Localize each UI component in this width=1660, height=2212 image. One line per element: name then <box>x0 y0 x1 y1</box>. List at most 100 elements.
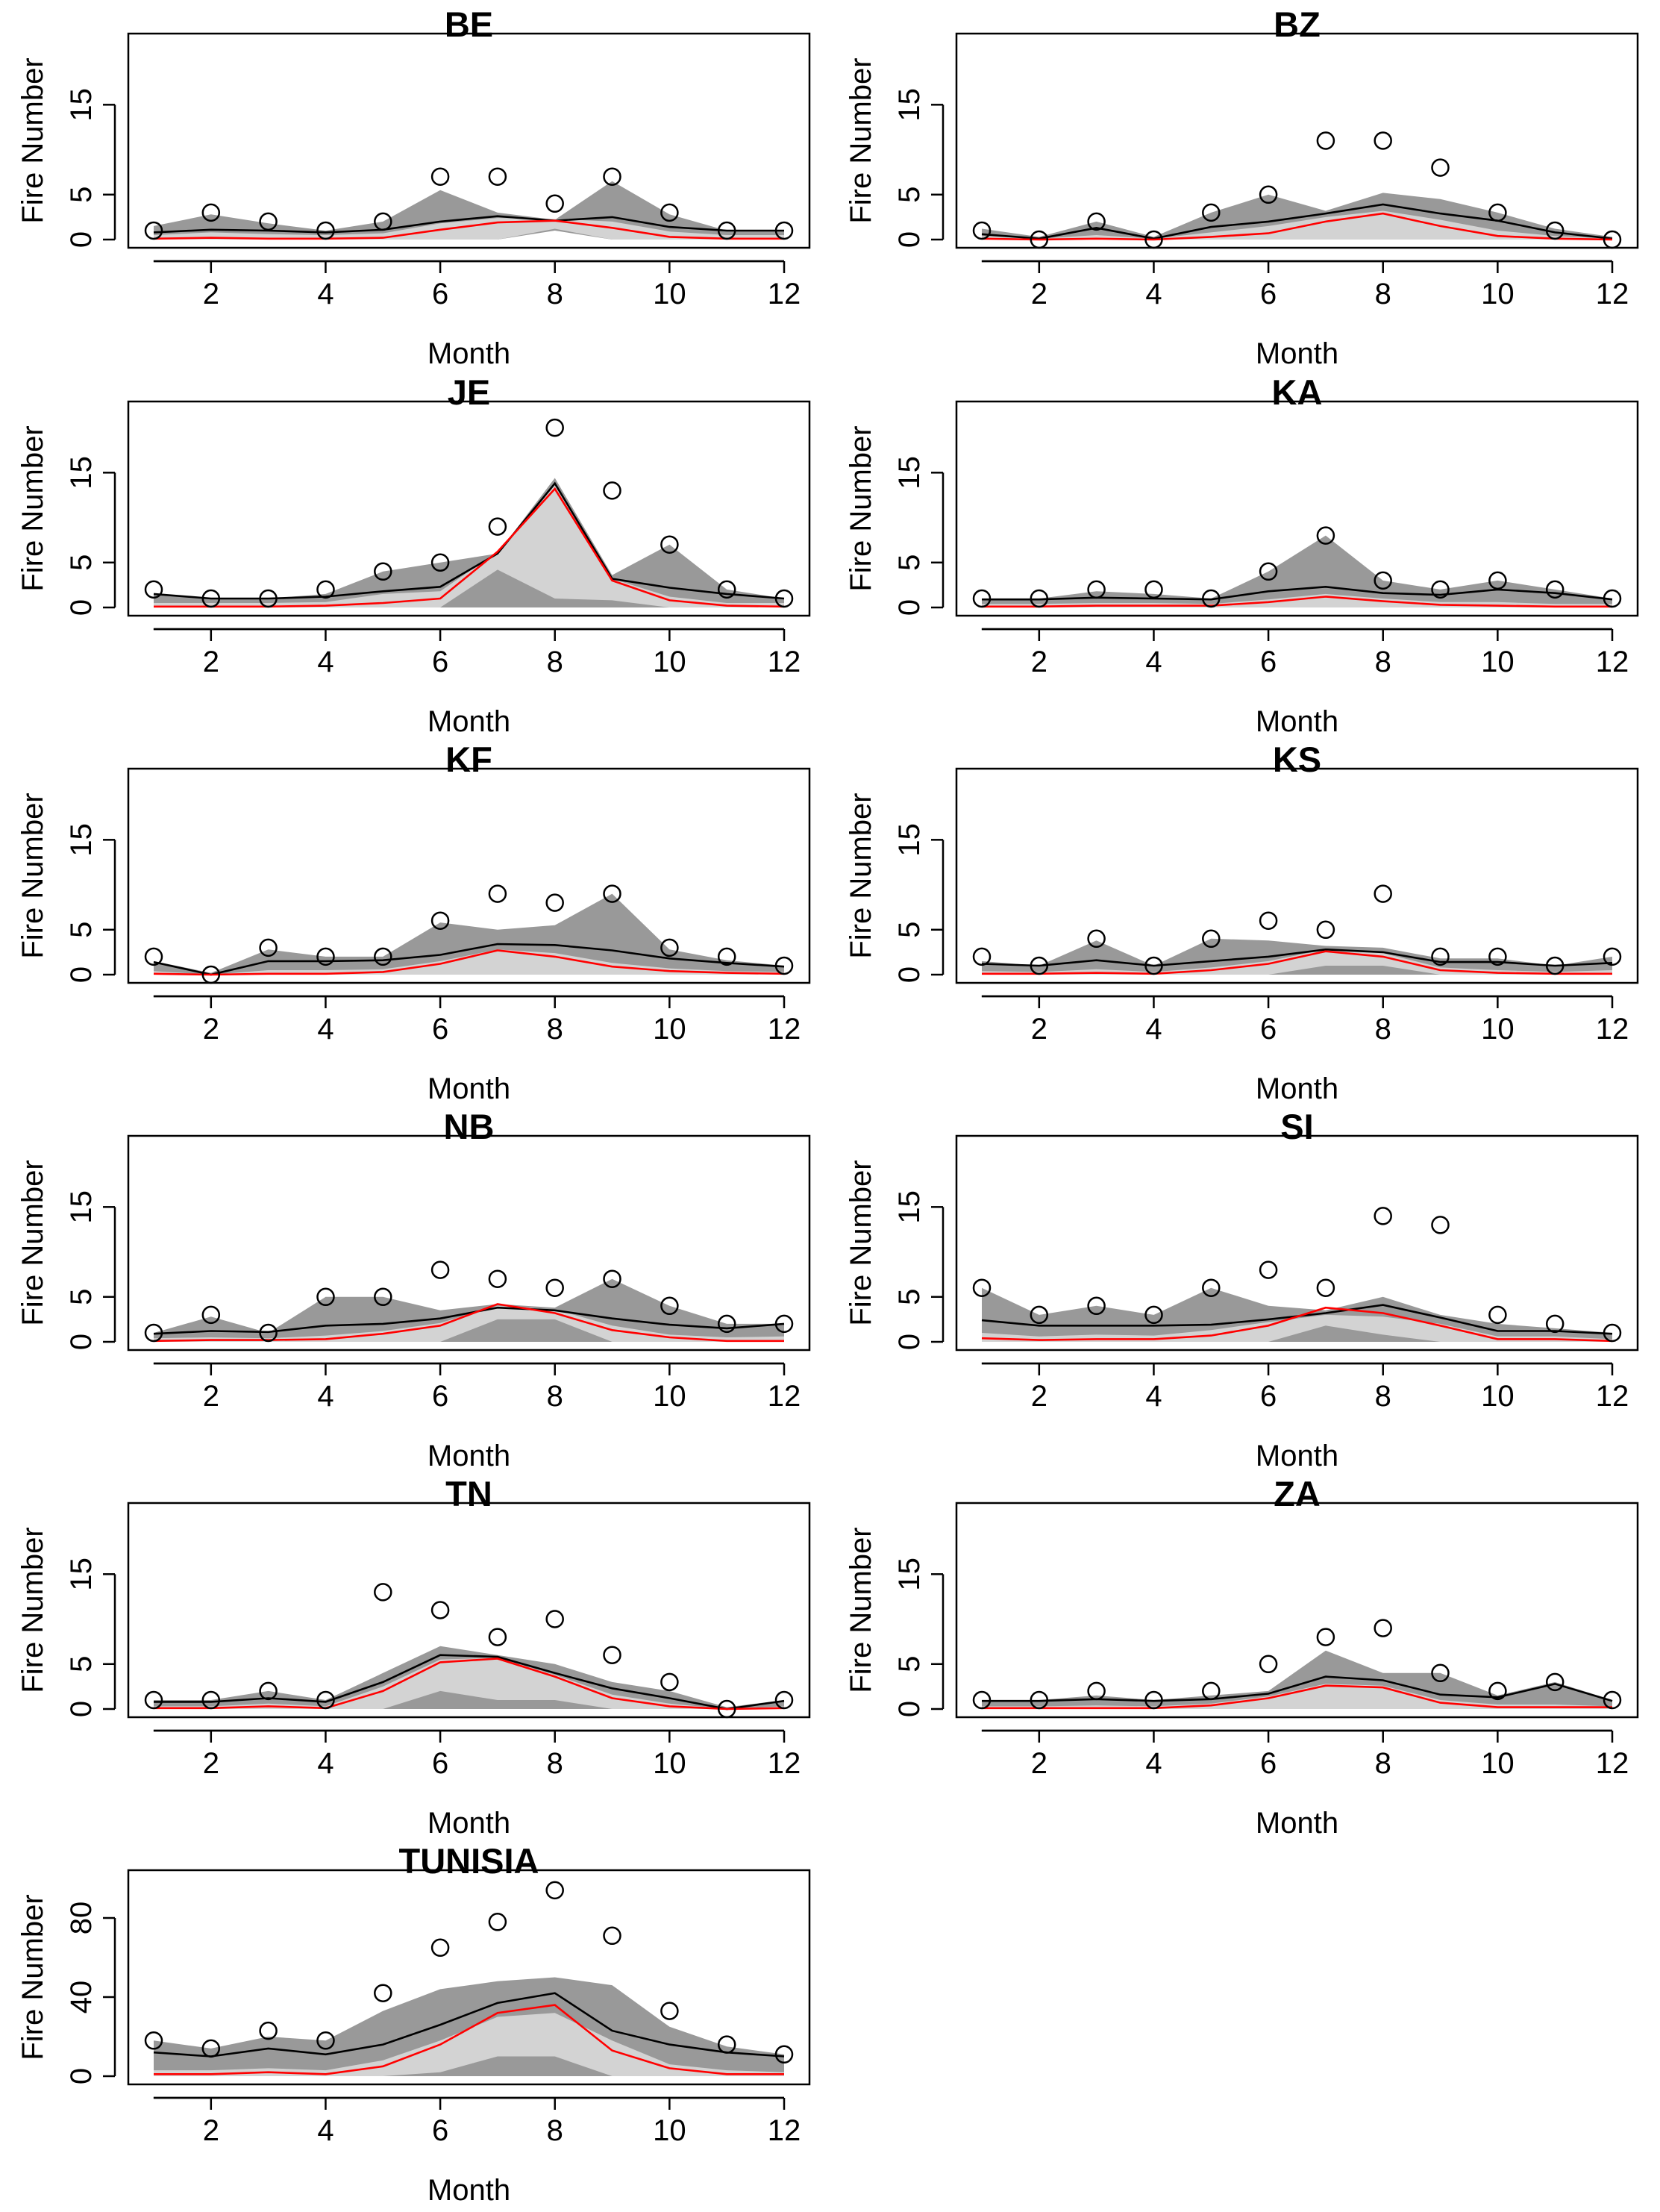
observed-point <box>660 2002 679 2020</box>
observed-point <box>660 535 679 554</box>
upper-prediction-band <box>154 893 784 975</box>
y-tick-label: 15 <box>893 88 926 122</box>
x-tick-label: 6 <box>432 646 448 678</box>
x-axis-label: Month <box>427 1072 510 1105</box>
observed-point <box>430 1938 450 1958</box>
y-tick-label: 15 <box>893 456 926 490</box>
lower-prediction-band <box>982 949 1612 975</box>
observed-point <box>430 911 450 930</box>
x-tick-label: 4 <box>317 646 333 678</box>
observed-point <box>1087 1681 1106 1701</box>
observed-point <box>1144 1690 1163 1710</box>
panel-title: SI <box>1280 1107 1313 1146</box>
observed-point <box>316 2031 335 2050</box>
observed-point <box>201 2039 221 2058</box>
observed-point <box>259 589 278 608</box>
y-axis-label: Fire Number <box>16 1894 49 2060</box>
y-tick-label: 5 <box>893 1289 926 1305</box>
x-tick-label: 8 <box>547 2114 563 2147</box>
x-tick-label: 6 <box>1260 1380 1277 1413</box>
observed-point <box>774 221 794 240</box>
y-tick-label: 40 <box>65 1981 98 2014</box>
observed-point <box>1202 1278 1221 1297</box>
x-tick-label: 4 <box>1145 1380 1162 1413</box>
observed-point <box>1202 203 1221 222</box>
lower-prediction-band <box>154 2013 784 2076</box>
observed-point <box>488 1269 507 1288</box>
panel-je: 2 4 6 8 10 12 Month 0 5 15 Fire Number JE <box>16 372 811 738</box>
plot-frame <box>127 767 811 984</box>
panel-za: 2 4 6 8 10 12 Month 0 5 15 Fire Number ZA <box>845 1474 1639 1840</box>
panel-tn: 2 4 6 8 10 12 Month 0 5 15 Fire Number TN <box>16 1474 811 1840</box>
x-tick-label: 6 <box>432 1747 448 1780</box>
y-tick-label: 5 <box>893 554 926 571</box>
observed-point <box>1374 131 1392 150</box>
panel-nb: 2 4 6 8 10 12 Month 0 5 15 Fire Number NB <box>16 1107 811 1472</box>
y-tick-label: 0 <box>65 2068 98 2084</box>
observed-point <box>488 517 507 536</box>
lower-prediction-band <box>982 210 1612 240</box>
x-axis-label: Month <box>427 2174 510 2207</box>
red-series-line <box>982 596 1612 608</box>
observed-point <box>1259 911 1278 930</box>
y-tick-label: 0 <box>893 966 926 983</box>
observed-point <box>774 956 794 975</box>
observed-point <box>1030 956 1049 975</box>
x-tick-label: 10 <box>1481 1013 1515 1046</box>
observed-point <box>259 938 278 957</box>
observed-point <box>660 203 679 222</box>
x-tick-label: 6 <box>1260 278 1277 310</box>
red-series-line <box>154 2004 784 2075</box>
x-tick-label: 4 <box>1145 278 1162 310</box>
observed-point <box>488 1913 507 1931</box>
x-tick-label: 6 <box>1260 1013 1277 1046</box>
observed-point <box>1202 1681 1221 1701</box>
observed-point <box>1259 1655 1278 1674</box>
x-tick-label: 4 <box>317 278 333 310</box>
observed-point <box>1374 1207 1392 1225</box>
black-series-line <box>153 1992 785 2058</box>
observed-point <box>1087 1296 1106 1316</box>
panel-title: KS <box>1273 740 1321 779</box>
y-tick-label: 5 <box>65 922 98 938</box>
observed-point <box>316 1690 335 1710</box>
red-series-line <box>154 487 785 608</box>
y-axis-label: Fire Number <box>16 1527 49 1693</box>
observed-point <box>603 1646 621 1664</box>
y-axis-label: Fire Number <box>845 57 877 223</box>
red-series-line <box>982 950 1612 975</box>
x-axis-label: Month <box>427 1807 510 1840</box>
lower-prediction-band <box>154 218 784 240</box>
x-tick-label: 12 <box>1596 1380 1629 1413</box>
x-tick-label: 4 <box>1145 646 1162 678</box>
black-series-line <box>982 1675 1613 1702</box>
plot-frame <box>955 1134 1639 1352</box>
panel-title: ZA <box>1274 1474 1321 1513</box>
y-tick-label: 15 <box>65 823 98 857</box>
y-axis-label: Fire Number <box>845 793 877 958</box>
panel-title: KF <box>445 740 492 779</box>
observed-point <box>1316 526 1335 545</box>
observed-point <box>1603 589 1622 608</box>
black-series-line <box>153 943 785 976</box>
observed-point <box>1545 1672 1565 1692</box>
observed-point <box>1144 1305 1163 1325</box>
observed-point <box>972 1690 992 1710</box>
observed-point <box>1374 884 1392 903</box>
plot-frame <box>955 32 1639 249</box>
observed-point <box>1259 185 1278 204</box>
plot-frame <box>955 767 1639 984</box>
x-tick-label: 12 <box>768 278 801 310</box>
observed-point <box>374 1583 392 1602</box>
observed-point <box>1030 589 1049 608</box>
observed-point <box>430 167 450 186</box>
upper-prediction-band <box>982 1287 1612 1342</box>
x-axis-label: Month <box>1256 1072 1338 1105</box>
x-axis-label: Month <box>427 1440 510 1472</box>
observed-point <box>1316 131 1335 150</box>
panel-title: TN <box>445 1474 492 1513</box>
y-tick-label: 15 <box>65 88 98 122</box>
y-tick-label: 0 <box>893 599 926 616</box>
observed-point <box>603 481 621 500</box>
